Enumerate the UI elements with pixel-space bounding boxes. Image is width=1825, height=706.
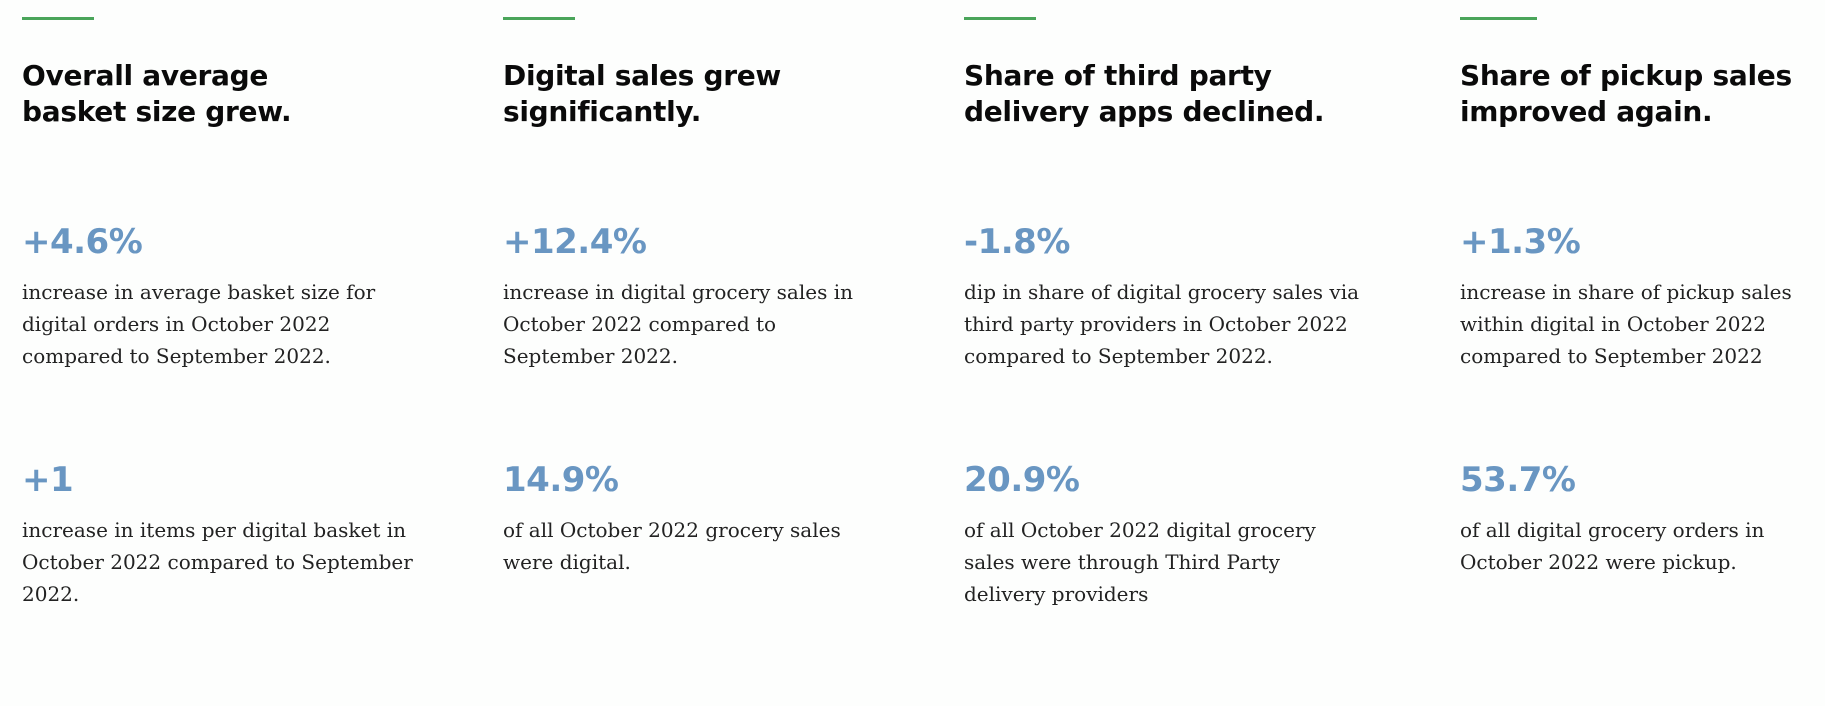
stat-value: 14.9% bbox=[503, 460, 619, 500]
stat-value: +4.6% bbox=[22, 222, 143, 262]
stat-description: of all October 2022 digital grocery sale… bbox=[964, 518, 1316, 606]
stat-value: +1.3% bbox=[1460, 222, 1581, 262]
stat-value: +1 bbox=[22, 460, 74, 500]
accent-bar bbox=[22, 17, 94, 20]
accent-bar bbox=[1460, 17, 1537, 20]
card-title: Overall average basket size grew. bbox=[22, 59, 292, 128]
stat-description: increase in share of pickup sales within… bbox=[1460, 280, 1792, 368]
stat-value: +12.4% bbox=[503, 222, 647, 262]
stat-description: of all digital grocery orders in October… bbox=[1460, 518, 1765, 574]
stat-description: increase in average basket size for digi… bbox=[22, 280, 376, 368]
stat-value: 53.7% bbox=[1460, 460, 1576, 500]
stat-description: increase in items per digital basket in … bbox=[22, 518, 413, 606]
stat-description: increase in digital grocery sales in Oct… bbox=[503, 280, 853, 368]
card-title: Share of pickup sales improved again. bbox=[1460, 59, 1792, 128]
stat-description: dip in share of digital grocery sales vi… bbox=[964, 280, 1360, 368]
card-title: Digital sales grew significantly. bbox=[503, 59, 781, 128]
accent-bar bbox=[964, 17, 1036, 20]
stat-value: 20.9% bbox=[964, 460, 1080, 500]
stat-value: -1.8% bbox=[964, 222, 1070, 262]
stat-description: of all October 2022 grocery sales were d… bbox=[503, 518, 841, 574]
accent-bar bbox=[503, 17, 575, 20]
card-title: Share of third party delivery apps decli… bbox=[964, 59, 1325, 128]
